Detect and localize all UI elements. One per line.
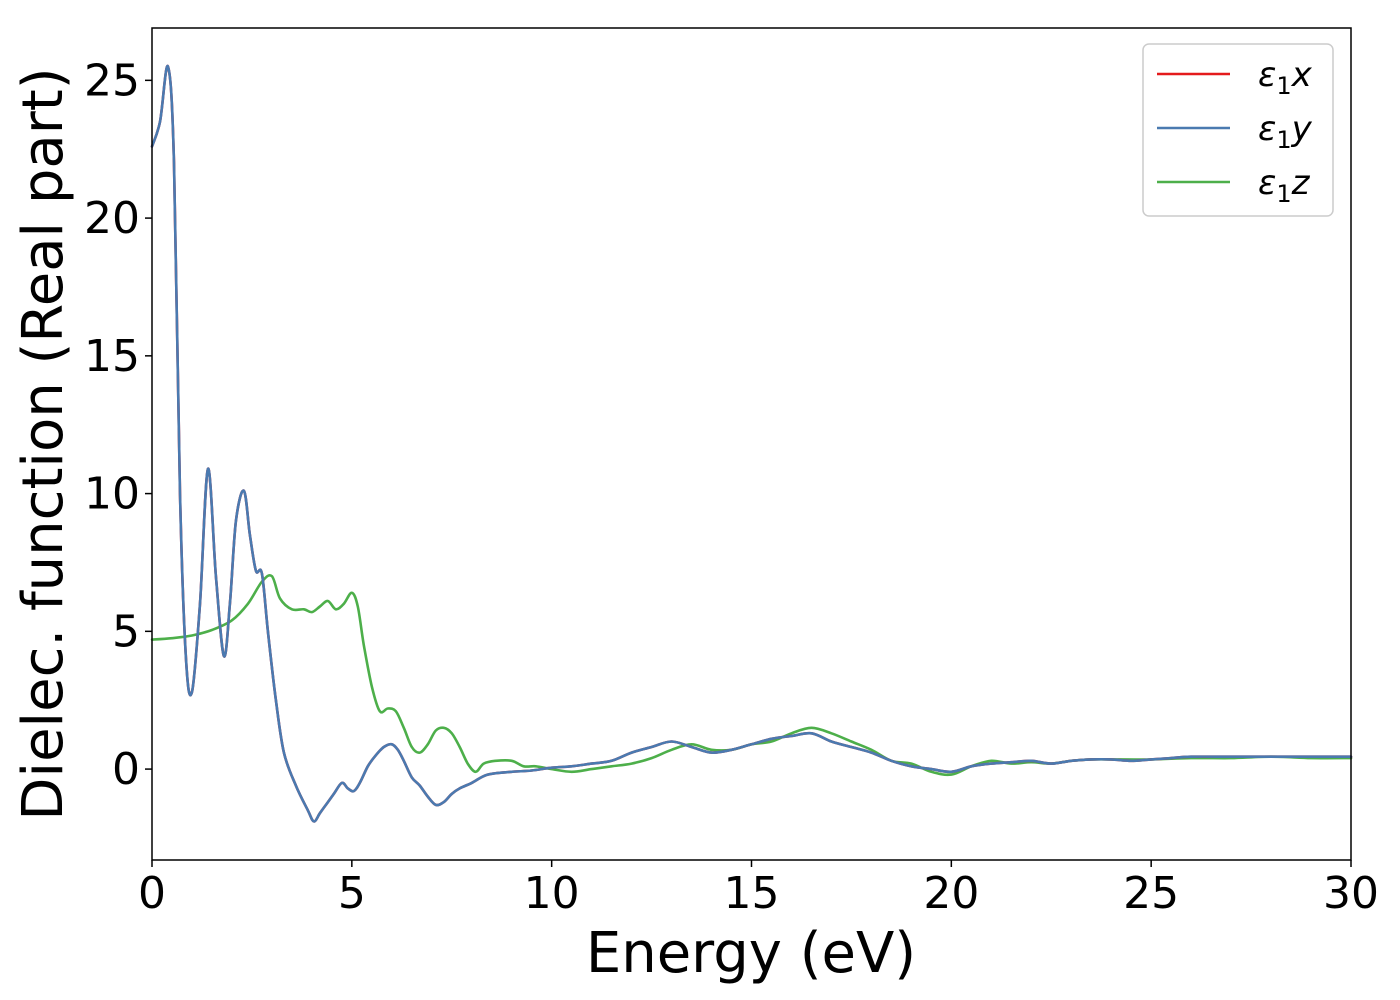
- y-tick-label: 0: [112, 744, 140, 795]
- y-tick-label: 25: [84, 55, 140, 106]
- y-tick-label: 10: [84, 469, 140, 520]
- x-axis-ticks: 0 5 10 15 20 25 30: [138, 860, 1379, 919]
- x-axis-title: Energy (eV): [586, 921, 916, 986]
- x-tick-label: 20: [923, 868, 979, 919]
- legend-label-y: ε1y: [1258, 109, 1313, 154]
- x-tick-label: 0: [138, 868, 166, 919]
- legend-box: [1142, 43, 1334, 217]
- x-tick-label: 5: [338, 868, 366, 919]
- y-tick-label: 5: [112, 606, 140, 657]
- x-tick-label: 30: [1323, 868, 1379, 919]
- series-layer: [150, 64, 1353, 823]
- x-tick-label: 25: [1123, 868, 1179, 919]
- series-line-y: [150, 64, 1353, 823]
- y-tick-label: 20: [84, 193, 140, 244]
- y-axis-title: Dielec. function (Real part): [11, 67, 76, 820]
- series-line-z: [150, 574, 1353, 777]
- y-axis-ticks: 0 5 10 15 20 25: [84, 55, 152, 795]
- legend-label-z: ε1z: [1258, 163, 1311, 208]
- x-tick-label: 10: [524, 868, 580, 919]
- legend: ε1x ε1y ε1z: [1142, 43, 1334, 217]
- y-tick-label: 15: [84, 331, 140, 382]
- legend-label-x: ε1x: [1258, 55, 1313, 100]
- x-tick-label: 15: [724, 868, 780, 919]
